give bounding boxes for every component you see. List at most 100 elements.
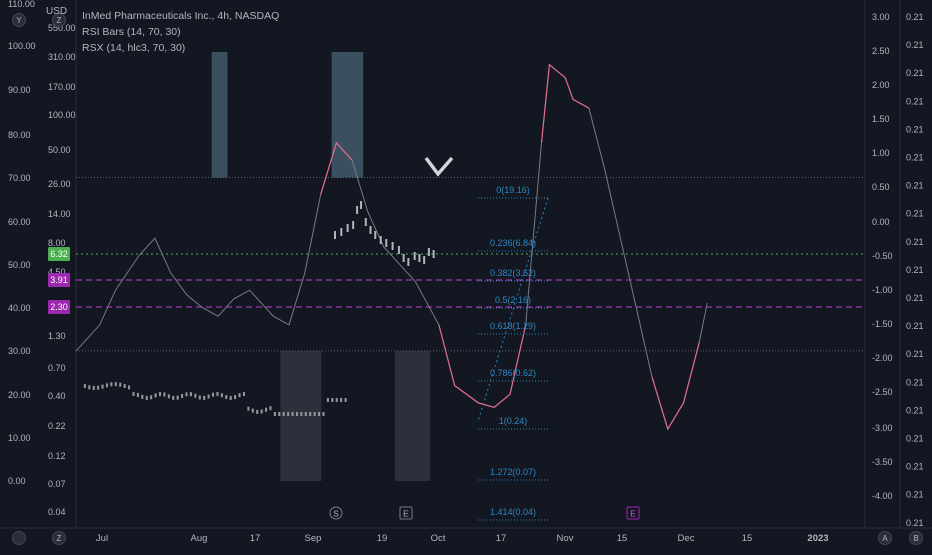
- fib-level-label: 0.382(3.62): [490, 268, 536, 278]
- rsi-axis-label: 110.00: [8, 0, 35, 9]
- rsi-axis-label: 40.00: [8, 303, 31, 313]
- price-candle: [313, 412, 316, 416]
- x-axis-label: Aug: [191, 533, 208, 544]
- chart-title: InMed Pharmaceuticals Inc., 4h, NASDAQ: [82, 10, 280, 22]
- rsx-extreme-segment-4: [651, 342, 700, 431]
- price-candle: [105, 383, 108, 388]
- price-candle: [198, 395, 201, 400]
- price-candle: [291, 412, 294, 416]
- rsx-line: [75, 63, 708, 431]
- right-axis-label: 1.00: [872, 148, 890, 158]
- price-candle: [340, 398, 343, 402]
- far-right-axis-label: 0.21: [906, 434, 924, 444]
- rsi-oversold-zone-2: [394, 350, 431, 481]
- corner-button[interactable]: [52, 531, 66, 545]
- price-candle: [185, 392, 188, 397]
- corner-button-label: A: [882, 534, 888, 543]
- far-right-axis-label: 0.21: [906, 153, 924, 163]
- rsi-axis-label: 90.00: [8, 85, 31, 95]
- price-candle: [391, 242, 394, 250]
- price-axis-label: 310.00: [48, 52, 76, 62]
- price-candle: [427, 248, 430, 256]
- price-candle: [88, 385, 91, 390]
- price-candle: [326, 398, 329, 402]
- price-candle: [265, 407, 268, 412]
- price-candle: [114, 382, 117, 387]
- corner-button[interactable]: [52, 13, 66, 27]
- price-candle: [83, 384, 86, 388]
- price-axis-label: 4.50: [48, 267, 66, 277]
- far-right-axis-label: 0.21: [906, 490, 924, 500]
- right-axis-label: 1.50: [872, 114, 890, 124]
- far-right-axis-label: 0.21: [906, 265, 924, 275]
- fib-level-label: 1.272(0.07): [490, 467, 536, 477]
- price-candle: [304, 412, 307, 416]
- price-axis-label: 0.40: [48, 391, 66, 401]
- right-axis-label: -0.50: [872, 251, 893, 261]
- price-tag-label: 3.91: [50, 275, 68, 285]
- fib-level-label: 0.236(6.84): [490, 238, 536, 248]
- price-candle: [256, 409, 259, 414]
- price-candle: [418, 254, 421, 262]
- price-candle: [242, 392, 245, 397]
- price-candle: [334, 231, 337, 239]
- price-axis-label: 26.00: [48, 179, 71, 189]
- fib-level-label: 0.786(0.62): [490, 368, 536, 378]
- price-candle: [287, 412, 290, 416]
- far-right-axis-label: 0.21: [906, 12, 924, 22]
- corner-button[interactable]: [12, 13, 26, 27]
- price-candle: [300, 412, 303, 416]
- price-candle: [344, 398, 347, 402]
- price-candle: [432, 250, 435, 258]
- far-right-axis-label: 0.21: [906, 68, 924, 78]
- far-right-axis-label: 0.21: [906, 321, 924, 331]
- price-candle: [150, 395, 153, 400]
- price-candle: [145, 395, 148, 400]
- price-candle: [97, 385, 100, 390]
- price-candle: [397, 246, 400, 254]
- far-right-axis-label: 0.21: [906, 405, 924, 415]
- corner-button[interactable]: [909, 531, 923, 545]
- rsi-axis-label: 10.00: [8, 433, 31, 443]
- corner-button[interactable]: [878, 531, 892, 545]
- rsi-axis-label: 30.00: [8, 346, 31, 356]
- x-axis-label: 19: [377, 533, 388, 544]
- right-axis-label: 2.00: [872, 80, 890, 90]
- far-right-axis-label: 0.21: [906, 181, 924, 191]
- price-candle: [273, 412, 276, 416]
- corner-button[interactable]: [12, 531, 26, 545]
- indicator-rsi-bars[interactable]: RSI Bars (14, 70, 30): [82, 26, 181, 38]
- rsi-axis-label: 100.00: [8, 41, 36, 51]
- price-candle: [136, 392, 139, 397]
- chart-legend: InMed Pharmaceuticals Inc., 4h, NASDAQ R…: [82, 8, 279, 56]
- far-right-axis-label: 0.21: [906, 462, 924, 472]
- right-axis-label: 0.00: [872, 217, 890, 227]
- price-tag-label: 6.32: [50, 249, 68, 259]
- rsx-extreme-segment-1: [320, 141, 353, 195]
- price-candle: [402, 254, 405, 262]
- right-axis-label: 3.00: [872, 12, 890, 22]
- indicator-rsx[interactable]: RSX (14, hlc3, 70, 30): [82, 42, 186, 54]
- price-candle: [207, 394, 210, 399]
- x-axis-label: 17: [496, 533, 507, 544]
- rsi-overbought-zone-1: [211, 52, 228, 178]
- price-axis-label: 0.70: [48, 363, 66, 373]
- price-candle: [203, 395, 206, 400]
- price-candle: [234, 395, 237, 400]
- price-candle: [92, 385, 95, 390]
- price-axis-label: 8.00: [48, 238, 66, 248]
- event-marker-label: S: [333, 509, 339, 519]
- price-tag: [48, 300, 70, 314]
- price-candle: [318, 412, 321, 416]
- price-axis-label: 1.30: [48, 331, 66, 341]
- price-candle: [335, 398, 338, 402]
- event-marker-label: E: [403, 509, 409, 519]
- rsi-overbought-zone-2: [331, 52, 364, 178]
- price-candle: [251, 408, 254, 413]
- price-candle: [212, 392, 215, 397]
- x-axis-label: Dec: [678, 533, 695, 544]
- rsi-axis-label: 60.00: [8, 217, 31, 227]
- x-axis-label: Sep: [305, 533, 322, 544]
